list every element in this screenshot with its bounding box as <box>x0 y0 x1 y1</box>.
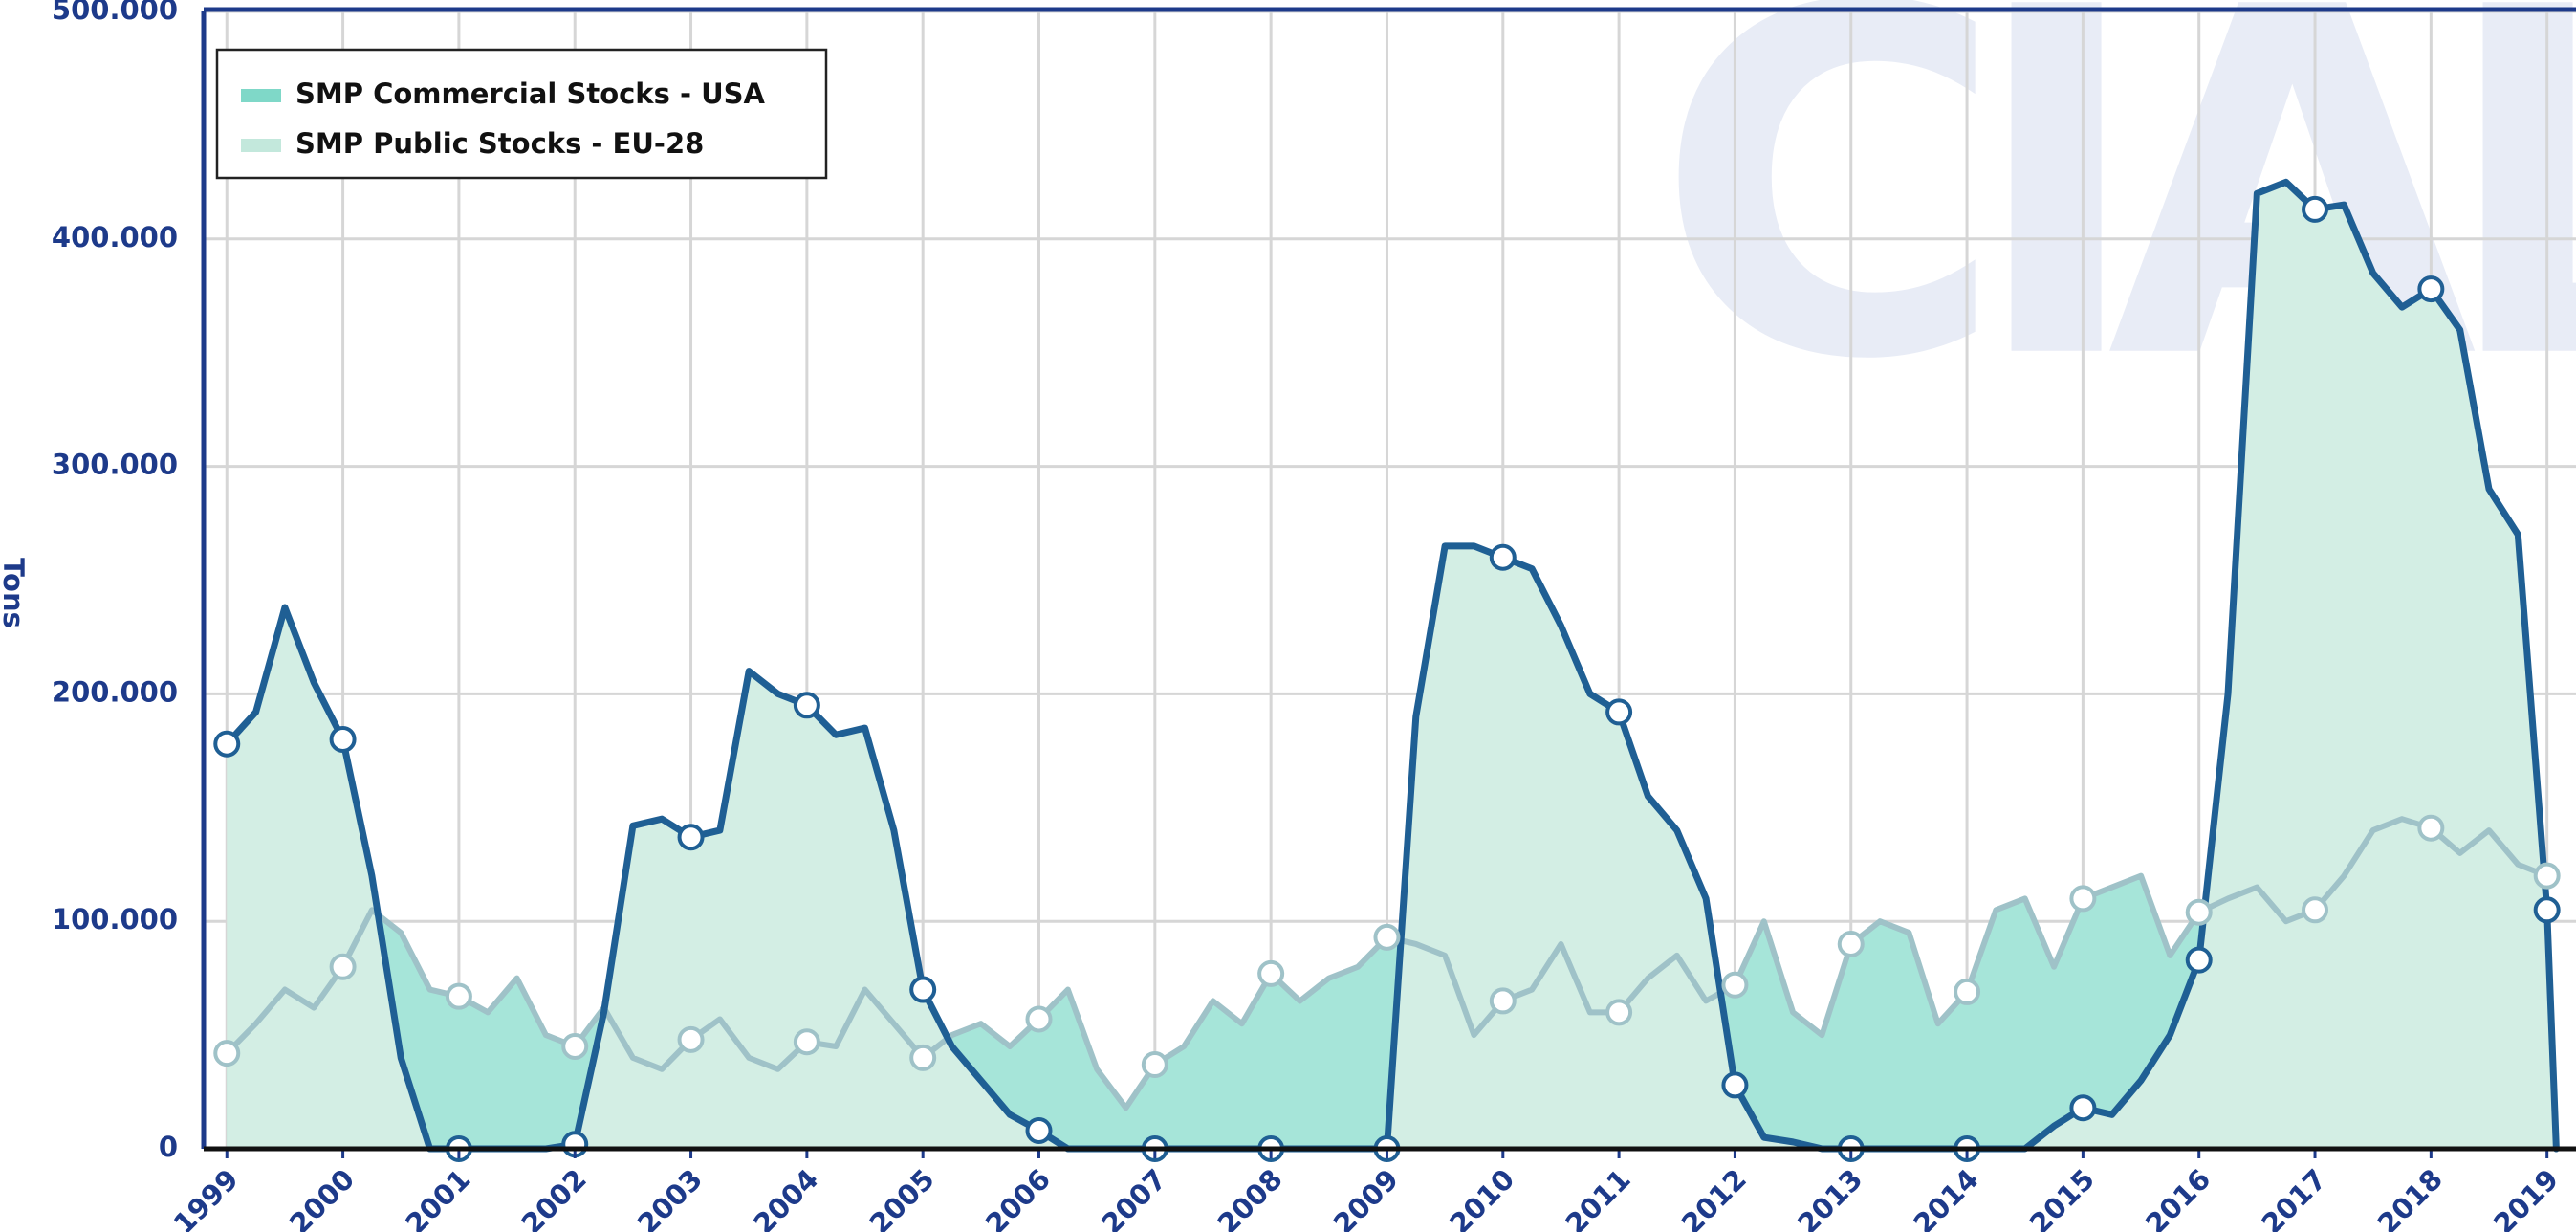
marker <box>909 1044 937 1071</box>
x-tick-label: 2002 <box>515 1163 593 1232</box>
marker <box>1605 999 1633 1026</box>
marker <box>677 824 705 851</box>
x-tick-label: 2014 <box>1908 1163 1985 1232</box>
marker <box>909 976 937 1003</box>
marker <box>329 725 357 753</box>
areas <box>227 182 2557 1150</box>
marker <box>213 730 241 758</box>
marker <box>793 692 820 719</box>
x-tick-label: 2011 <box>1560 1163 1637 1232</box>
marker <box>213 1040 241 1067</box>
x-tick-label: 2005 <box>863 1163 941 1232</box>
marker <box>2185 898 2213 926</box>
x-tick-label: 2000 <box>283 1163 360 1232</box>
x-tick-label: 1999 <box>167 1163 245 1232</box>
x-tick-label: 2010 <box>1443 1163 1520 1232</box>
x-tick-label: 2012 <box>1675 1163 1753 1232</box>
marker <box>445 982 472 1010</box>
legend-swatch <box>241 89 281 102</box>
legend-label: SMP Public Stocks - EU-28 <box>295 127 704 160</box>
marker <box>2069 885 2097 913</box>
axes <box>201 7 2576 1158</box>
x-tick-label: 2009 <box>1327 1163 1405 1232</box>
marker <box>2069 1094 2097 1122</box>
legend-swatch <box>241 139 281 152</box>
marker <box>1025 1005 1053 1033</box>
marker <box>1141 1051 1168 1079</box>
marker <box>1373 923 1401 951</box>
y-tick-label: 0 <box>159 1131 178 1163</box>
marker <box>2533 896 2561 924</box>
marker <box>1489 543 1517 571</box>
x-tick-label: 2006 <box>979 1163 1057 1232</box>
marker <box>2302 195 2329 223</box>
y-tick-label: 400.000 <box>52 221 178 253</box>
lines <box>213 178 2561 1162</box>
marker <box>2302 896 2329 924</box>
marker <box>1721 1071 1749 1099</box>
legend-label: SMP Commercial Stocks - USA <box>295 77 766 110</box>
x-tick-label: 2018 <box>2371 1163 2449 1232</box>
marker <box>1257 959 1285 987</box>
x-tick-label: 2004 <box>747 1163 824 1232</box>
marker <box>2417 275 2445 303</box>
marker <box>2417 814 2445 842</box>
marker <box>2533 862 2561 890</box>
y-axis-label: Tons <box>0 558 30 628</box>
x-tick-label: 2016 <box>2139 1163 2216 1232</box>
y-tick-label: 500.000 <box>52 0 178 26</box>
marker <box>329 953 357 980</box>
x-tick-label: 2019 <box>2487 1163 2565 1232</box>
y-tick-label: 200.000 <box>52 675 178 708</box>
marker <box>1721 971 1749 999</box>
marker <box>561 1032 589 1060</box>
legend: SMP Commercial Stocks - USA SMP Public St… <box>215 48 828 180</box>
x-tick-label: 2007 <box>1095 1163 1172 1232</box>
area <box>227 182 2557 1150</box>
marker <box>1025 1116 1053 1144</box>
marker <box>1489 987 1517 1015</box>
marker <box>1605 698 1633 726</box>
marker <box>793 1028 820 1056</box>
marker <box>1837 930 1865 957</box>
x-tick-label: 2001 <box>399 1163 476 1232</box>
x-tick-label: 2013 <box>1791 1163 1868 1232</box>
x-tick-label: 2008 <box>1212 1163 1289 1232</box>
y-tick-label: 300.000 <box>52 449 178 481</box>
y-tick-label: 100.000 <box>52 903 178 935</box>
x-tick-label: 2017 <box>2256 1163 2333 1232</box>
legend-box <box>215 48 828 180</box>
marker <box>2185 946 2213 974</box>
x-tick-label: 2003 <box>631 1163 709 1232</box>
marker <box>1954 978 1981 1005</box>
marker <box>677 1025 705 1053</box>
x-tick-label: 2015 <box>2023 1163 2101 1232</box>
line <box>223 178 2560 1153</box>
